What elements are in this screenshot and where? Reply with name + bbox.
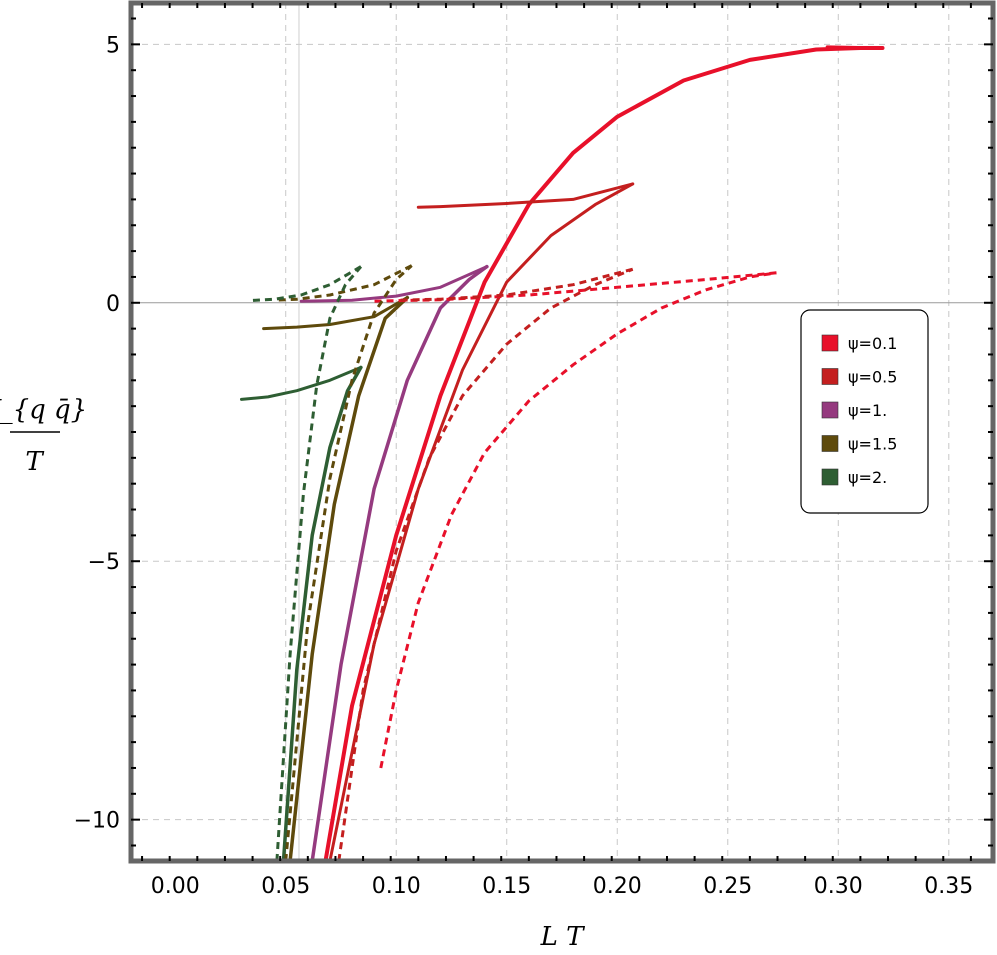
- series-line-15: [274, 264, 413, 302]
- x-tick-label-0: 0.00: [151, 874, 200, 899]
- series-line-12: [337, 267, 634, 862]
- y-tick-label-0: −10: [74, 809, 120, 834]
- x-tick-label-3: 0.15: [482, 874, 531, 899]
- ticks: [131, 3, 993, 861]
- series-line-3: [416, 182, 635, 209]
- series-line-13: [396, 267, 634, 302]
- series-line-6: [288, 295, 410, 863]
- y-axis-label-bottom: T: [25, 447, 44, 477]
- series-line-8: [281, 365, 363, 863]
- y-axis-label-top: V_{q q̄}: [0, 395, 87, 425]
- legend-swatch-3: [821, 435, 839, 452]
- x-tick-label-4: 0.20: [593, 874, 642, 899]
- legend-swatch-0: [821, 334, 839, 352]
- series-line-0: [323, 46, 885, 863]
- series-line-16: [275, 265, 363, 862]
- series-line-17: [248, 265, 362, 303]
- tick-labels: 0.00 0.05 0.10 0.15 0.20 0.25 0.30 0.35 −10 −5 0 5: [74, 33, 974, 899]
- y-tick-label-2: 0: [106, 292, 120, 317]
- x-tick-label-2: 0.10: [372, 874, 421, 899]
- x-tick-label-7: 0.35: [924, 874, 973, 899]
- x-tick-label-5: 0.25: [703, 874, 752, 899]
- legend-swatch-4: [821, 468, 839, 486]
- legend: ψ=0.1 ψ=0.5 ψ=1. ψ=1.5 ψ=2.: [800, 309, 929, 514]
- x-tick-label-1: 0.05: [261, 874, 310, 899]
- x-tick-label-6: 0.30: [814, 874, 863, 899]
- series-line-1: [825, 45, 884, 50]
- series-line-9: [240, 365, 363, 401]
- y-tick-label-1: −5: [88, 550, 120, 575]
- legend-label-4: ψ=2.: [848, 468, 887, 487]
- legend-label-2: ψ=1.: [848, 401, 887, 420]
- legend-label-3: ψ=1.5: [848, 435, 897, 454]
- legend-box: [800, 309, 929, 514]
- series-group: [240, 45, 885, 863]
- legend-label-0: ψ=0.1: [848, 334, 897, 353]
- legend-label-1: ψ=0.5: [848, 368, 897, 387]
- x-axis-label: L T: [540, 922, 586, 952]
- series-line-14: [284, 264, 413, 862]
- legend-swatch-2: [821, 401, 839, 419]
- series-line-7: [262, 296, 409, 331]
- legend-swatch-1: [821, 368, 839, 385]
- zero-lines: [131, 3, 993, 861]
- series-line-4: [310, 264, 489, 863]
- y-tick-label-3: 5: [106, 33, 120, 58]
- series-line-5: [299, 265, 489, 303]
